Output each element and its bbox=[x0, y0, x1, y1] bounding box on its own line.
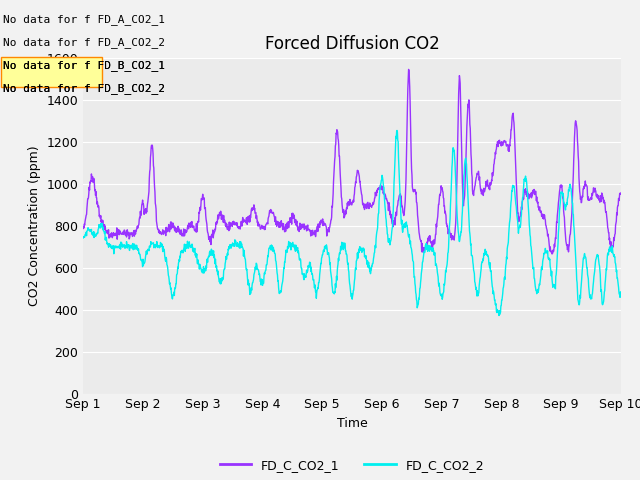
FD_C_CO2_2 bbox=[436, 286, 444, 292]
Title: Forced Diffusion CO2: Forced Diffusion CO2 bbox=[264, 35, 440, 53]
FD_C_CO2_1 bbox=[186, 223, 193, 229]
FD_C_CO2_2 bbox=[259, 279, 267, 285]
FD_C_CO2_2 bbox=[199, 267, 207, 273]
FD_C_CO2_1 bbox=[436, 192, 444, 198]
FD_C_CO2_1 bbox=[506, 143, 514, 149]
Y-axis label: CO2 Concentration (ppm): CO2 Concentration (ppm) bbox=[28, 145, 41, 306]
FD_C_CO2_1 bbox=[554, 209, 561, 215]
Text: No data for f FD_B_CO2_1: No data for f FD_B_CO2_1 bbox=[3, 60, 165, 72]
Text: No data for f FD_B_CO2_2: No data for f FD_B_CO2_2 bbox=[3, 84, 165, 95]
X-axis label: Time: Time bbox=[337, 417, 367, 430]
FD_C_CO2_1 bbox=[404, 67, 412, 72]
Line: FD_C_CO2_1: FD_C_CO2_1 bbox=[83, 70, 621, 254]
FD_C_CO2_2 bbox=[79, 235, 87, 241]
FD_C_CO2_2 bbox=[393, 128, 401, 133]
Text: No data for f FD_A_CO2_2: No data for f FD_A_CO2_2 bbox=[3, 37, 165, 48]
FD_C_CO2_1 bbox=[548, 251, 556, 257]
FD_C_CO2_2 bbox=[554, 246, 561, 252]
FD_C_CO2_2 bbox=[495, 312, 503, 318]
FD_C_CO2_2 bbox=[186, 243, 193, 249]
Text: No data for f FD_B_CO2_1: No data for f FD_B_CO2_1 bbox=[3, 60, 165, 72]
Legend: FD_C_CO2_1, FD_C_CO2_2: FD_C_CO2_1, FD_C_CO2_2 bbox=[214, 454, 490, 477]
FD_C_CO2_1 bbox=[259, 226, 267, 231]
FD_C_CO2_2 bbox=[617, 291, 625, 297]
FD_C_CO2_2 bbox=[506, 215, 514, 220]
Line: FD_C_CO2_2: FD_C_CO2_2 bbox=[83, 131, 621, 315]
FD_C_CO2_1 bbox=[617, 190, 625, 196]
Text: No data for f FD_B_CO2_2: No data for f FD_B_CO2_2 bbox=[3, 84, 165, 95]
FD_C_CO2_1 bbox=[199, 192, 207, 197]
Text: No data for f FD_A_CO2_1: No data for f FD_A_CO2_1 bbox=[3, 14, 165, 25]
FD_C_CO2_1 bbox=[79, 226, 87, 231]
